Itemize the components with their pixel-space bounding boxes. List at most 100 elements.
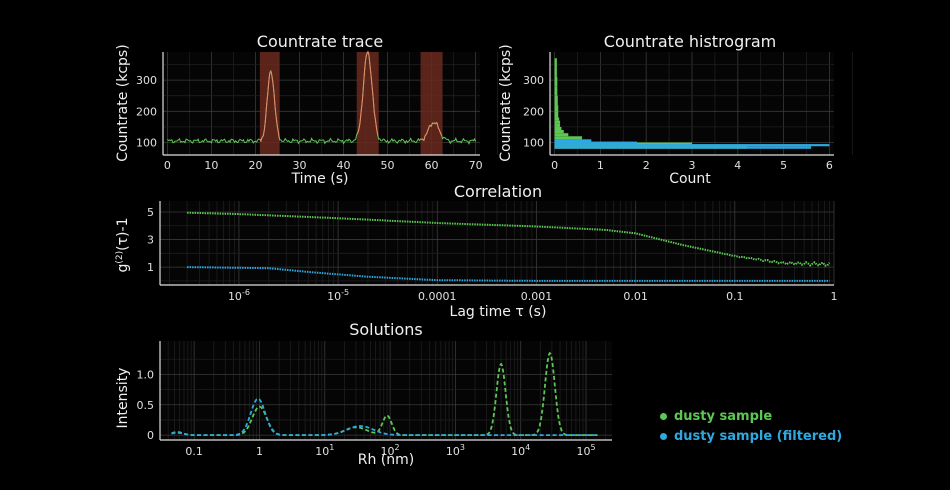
hist-bar bbox=[554, 111, 559, 118]
sol-xtick-label-sup: 1 bbox=[329, 443, 334, 452]
hist-ylabel: Countrate (kcps) bbox=[498, 44, 514, 161]
hist-bar bbox=[554, 136, 583, 140]
corr-series bbox=[187, 211, 831, 282]
hist-bar bbox=[554, 130, 564, 134]
hist-bar bbox=[554, 133, 569, 137]
sol-xtick-label: 104 bbox=[511, 443, 530, 458]
hist-axes: 0 1 2 3 4 5 6 100 200 300 bbox=[523, 52, 834, 172]
corr-xtick-label: 0.001 bbox=[521, 290, 553, 303]
hist-panel: Countrate histrogram 0 1 2 3 4 5 6 100 200 300 Co… bbox=[498, 32, 853, 187]
sol-title: Solutions bbox=[349, 320, 423, 339]
corr-ylabel: g(2)(τ)-1 bbox=[115, 218, 131, 273]
trace-ytick-label: 100 bbox=[136, 137, 157, 150]
corr-xtick-label: 10-5 bbox=[327, 288, 349, 303]
sol-xtick-label: 105 bbox=[576, 443, 595, 458]
hist-bar bbox=[554, 146, 812, 149]
hist-bar bbox=[554, 58, 557, 68]
trace-xtick-label: 20 bbox=[248, 159, 262, 172]
corr-xtick-label-sup: -5 bbox=[341, 288, 349, 297]
sol-xtick-label: 0.1 bbox=[185, 445, 203, 458]
trace-title: Countrate trace bbox=[257, 32, 383, 51]
hist-xtick-label: 6 bbox=[826, 159, 833, 172]
sol-xtick-label-sup: 4 bbox=[525, 443, 530, 452]
hist-bar bbox=[554, 126, 562, 131]
corr-series-line bbox=[187, 211, 831, 267]
legend-item-dusty-sample: dusty sample bbox=[660, 406, 842, 426]
corr-xtick-label: 0.0001 bbox=[418, 290, 457, 303]
sol-plot-area bbox=[160, 341, 612, 440]
corr-xtick-label: 0.01 bbox=[623, 290, 648, 303]
hist-grid bbox=[550, 52, 853, 155]
trace-panel: Countrate trace 0 10 20 30 40 50 60 70 100 200 300… bbox=[115, 32, 499, 187]
corr-xlabel: Lag time τ (s) bbox=[450, 304, 547, 320]
trace-xtick-label: 10 bbox=[204, 159, 218, 172]
trace-ytick-label: 300 bbox=[136, 74, 157, 87]
sol-series-line bbox=[171, 351, 598, 436]
sol-ytick-label: 0.5 bbox=[137, 399, 155, 412]
corr-ytick-label: 1 bbox=[147, 261, 154, 274]
sol-xtick-label: 1 bbox=[256, 445, 263, 458]
corr-xtick-label: 1 bbox=[831, 290, 838, 303]
trace-xtick-label: 70 bbox=[469, 159, 483, 172]
sol-xtick-label-sup: 3 bbox=[460, 443, 465, 452]
sol-xtick-label: 101 bbox=[315, 443, 334, 458]
hist-xtick-label: 0 bbox=[551, 159, 558, 172]
sol-xtick-label: 103 bbox=[446, 443, 465, 458]
hist-ytick-label: 100 bbox=[523, 137, 544, 150]
trace-shaded-interval bbox=[356, 52, 379, 155]
trace-xtick-label: 0 bbox=[164, 159, 171, 172]
trace-shaded-intervals bbox=[259, 52, 443, 155]
hist-bar bbox=[554, 95, 558, 106]
sol-ytick-label: 1.0 bbox=[137, 368, 155, 381]
hist-xtick-label: 3 bbox=[689, 159, 696, 172]
trace-peak-segment bbox=[356, 51, 379, 136]
trace-xtick-label: 50 bbox=[381, 159, 395, 172]
legend-label-dusty-sample: dusty sample bbox=[674, 408, 773, 424]
hist-bar bbox=[554, 123, 561, 127]
corr-xtick-label-sup: -6 bbox=[242, 288, 250, 297]
hist-bar bbox=[554, 105, 559, 112]
sol-xtick-label-sup: 2 bbox=[395, 443, 400, 452]
trace-ytick-label: 200 bbox=[136, 105, 157, 118]
trace-lines bbox=[167, 50, 477, 146]
hist-bar bbox=[554, 139, 592, 142]
corr-title: Correlation bbox=[454, 182, 542, 201]
trace-axes: 0 10 20 30 40 50 60 70 100 200 300 bbox=[136, 52, 483, 172]
corr-ytick-label: 5 bbox=[147, 206, 154, 219]
trace-ylabel: Countrate (kcps) bbox=[115, 44, 131, 161]
hist-title: Countrate histrogram bbox=[604, 32, 776, 51]
hist-xtick-label: 1 bbox=[597, 159, 604, 172]
hist-bar bbox=[554, 117, 560, 121]
corr-xtick-label: 0.1 bbox=[726, 290, 744, 303]
hist-bars bbox=[554, 58, 830, 149]
corr-xtick-label: 10-6 bbox=[228, 288, 250, 303]
sol-xlabel: Rh (nm) bbox=[358, 452, 415, 468]
sol-series bbox=[171, 351, 598, 436]
corr-ytick-label: 3 bbox=[147, 234, 154, 247]
legend-item-dusty-sample-filtered: dusty sample (filtered) bbox=[660, 426, 842, 446]
sol-grid bbox=[159, 341, 612, 440]
corr-grid bbox=[160, 201, 835, 285]
trace-xlabel: Time (s) bbox=[291, 171, 349, 187]
corr-series-line bbox=[187, 266, 830, 282]
hist-bar bbox=[554, 144, 830, 147]
trace-shaded-interval bbox=[420, 52, 443, 155]
sol-ytick-label: 0 bbox=[147, 429, 154, 442]
legend-marker-dusty-sample-filtered bbox=[660, 432, 667, 440]
trace-xtick-label: 30 bbox=[292, 159, 306, 172]
sol-ylabel: Intensity bbox=[115, 368, 131, 429]
trace-peak-segment bbox=[420, 121, 443, 141]
trace-peak-segment bbox=[259, 70, 280, 143]
legend-label-dusty-sample-filtered: dusty sample (filtered) bbox=[674, 428, 843, 444]
hist-bar bbox=[554, 141, 638, 145]
hist-xtick-label: 5 bbox=[780, 159, 787, 172]
sol-xtick-label-sup: 5 bbox=[590, 443, 595, 452]
trace-xtick-label: 60 bbox=[425, 159, 439, 172]
hist-xtick-label: 4 bbox=[734, 159, 741, 172]
legend-marker-dusty-sample bbox=[660, 412, 667, 420]
trace-xtick-label: 40 bbox=[337, 159, 351, 172]
hist-xlabel: Count bbox=[669, 171, 711, 187]
hist-bar bbox=[554, 86, 558, 96]
